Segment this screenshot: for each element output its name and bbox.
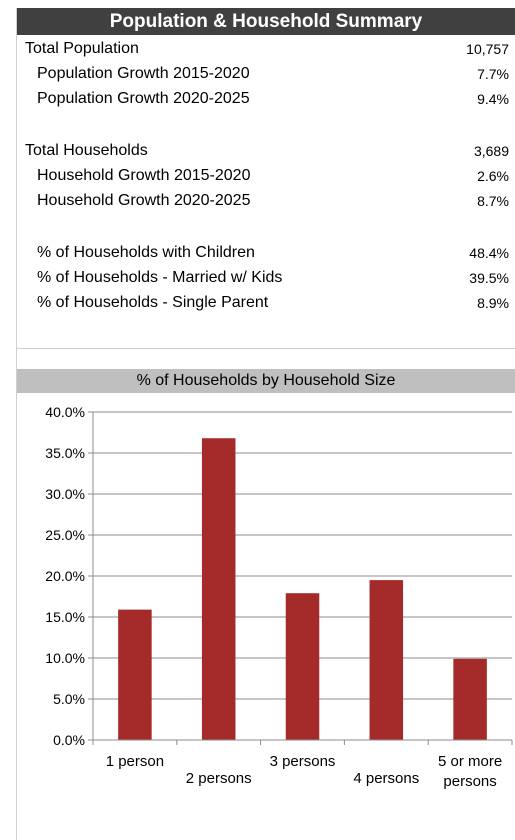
bar-5 [453, 658, 487, 740]
row-population-growth-2015-2020: Population Growth 2015-2020 7.7% [17, 62, 515, 86]
chart-y-axis: 0.0% 5.0% 10.0% 15.0% 20.0% 25.0% 30.0% 35.0% 40… [45, 404, 94, 748]
bar-4 [369, 580, 404, 740]
summary-sheet: Population & Household Summary Total Pop… [16, 8, 515, 840]
y-tick-label: 5.0% [53, 691, 85, 707]
row-label: Population Growth 2020-2025 [37, 90, 250, 107]
row-total-population: Total Population 10,757 [17, 37, 515, 61]
chart-bars [118, 438, 487, 740]
y-tick-label: 35.0% [45, 445, 85, 461]
y-tick-label: 0.0% [53, 732, 85, 748]
row-household-growth-2015-2020: Household Growth 2015-2020 2.6% [17, 164, 515, 188]
row-value: 7.7% [477, 66, 509, 82]
x-category-label: 1 person [106, 753, 164, 770]
chart-x-axis: 1 person 2 persons 3 persons 4 persons 5 or … [92, 739, 513, 790]
row-value: 2.6% [477, 168, 509, 184]
row-value: 48.4% [469, 245, 509, 261]
row-value: 39.5% [469, 270, 509, 286]
row-value: 9.4% [477, 91, 509, 107]
y-tick-label: 30.0% [45, 486, 85, 502]
y-tick-label: 20.0% [45, 568, 85, 584]
row-single-parent: % of Households - Single Parent 8.9% [17, 291, 515, 315]
row-label: Household Growth 2020-2025 [37, 192, 251, 209]
row-label: Population Growth 2015-2020 [37, 65, 250, 82]
row-value: 3,689 [473, 143, 509, 159]
y-tick-label: 25.0% [45, 527, 85, 543]
row-label: % of Households with Children [37, 244, 255, 261]
row-population-growth-2020-2025: Population Growth 2020-2025 9.4% [17, 87, 515, 111]
x-category-label: 5 or more persons [438, 753, 502, 790]
row-married-with-kids: % of Households - Married w/ Kids 39.5% [17, 266, 515, 290]
household-size-bar-chart: 0.0% 5.0% 10.0% 15.0% 20.0% 25.0% 30.0% 35.0% 40… [45, 404, 513, 790]
y-tick-label: 40.0% [45, 404, 85, 420]
row-value: 10,757 [466, 41, 509, 57]
row-label: Household Growth 2015-2020 [37, 167, 251, 184]
row-label: % of Households - Married w/ Kids [37, 269, 283, 286]
bar-3 [285, 593, 320, 740]
section-divider [17, 348, 515, 349]
row-total-households: Total Households 3,689 [17, 139, 515, 163]
x-category-label: 2 persons [186, 770, 252, 787]
row-label: Total Population [25, 40, 139, 57]
bar-1 [118, 609, 152, 740]
x-category-label: 4 persons [353, 770, 419, 787]
row-label: Total Households [25, 142, 148, 159]
chart-title: % of Households by Household Size [17, 369, 515, 393]
summary-title: Population & Household Summary [17, 8, 515, 35]
row-value: 8.9% [477, 295, 509, 311]
row-households-with-children: % of Households with Children 48.4% [17, 241, 515, 265]
x-category-label: 3 persons [270, 753, 336, 770]
row-household-growth-2020-2025: Household Growth 2020-2025 8.7% [17, 189, 515, 213]
bar-2 [201, 438, 236, 740]
y-tick-label: 15.0% [45, 609, 85, 625]
row-value: 8.7% [477, 193, 509, 209]
y-tick-label: 10.0% [45, 650, 85, 666]
row-label: % of Households - Single Parent [37, 294, 269, 311]
